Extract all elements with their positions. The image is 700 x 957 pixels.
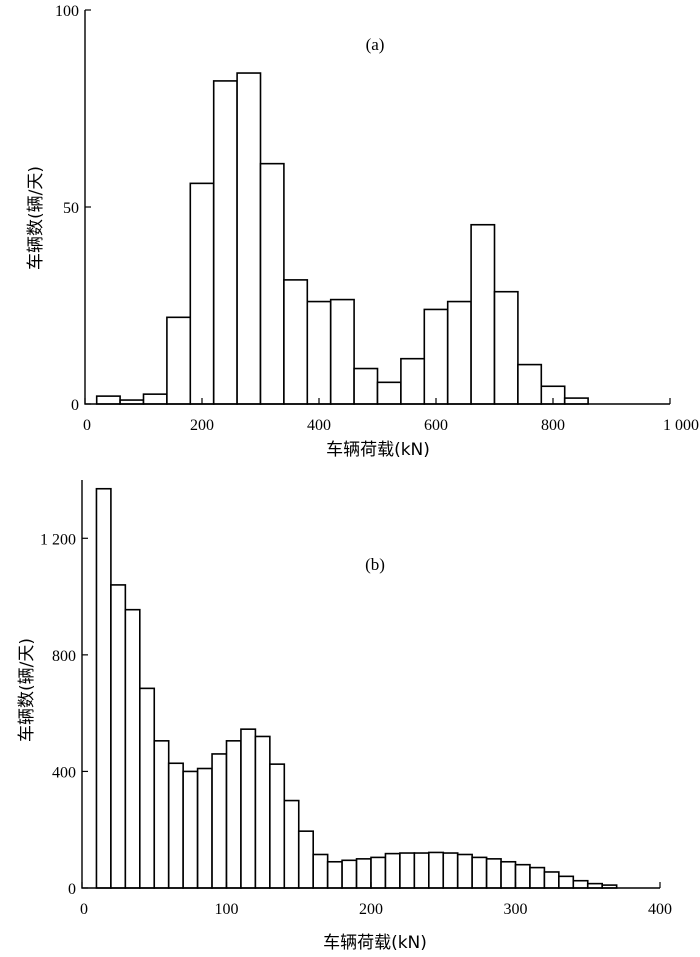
histogram-bar <box>211 753 228 889</box>
x-tick-label: 600 <box>424 417 448 434</box>
histogram-bar <box>95 487 112 889</box>
histogram-bar <box>269 763 286 889</box>
histogram-bar <box>212 80 238 405</box>
y-ticks-a: 0 50 100 <box>55 3 91 414</box>
histogram-bar <box>427 851 445 889</box>
histogram-bar <box>283 799 300 889</box>
x-tick-label: 0 <box>80 901 88 918</box>
x-ticks-a: 0 200 400 600 800 1 000 <box>83 398 699 434</box>
histogram-bar <box>110 584 127 889</box>
histogram-bar <box>196 767 213 889</box>
histogram-bar <box>297 830 314 889</box>
histogram-bar <box>572 879 589 889</box>
y-tick-label: 800 <box>52 648 76 665</box>
histogram-bar <box>376 381 402 405</box>
histogram-bar <box>370 856 387 889</box>
histogram-bar <box>456 853 473 889</box>
histogram-bar <box>142 393 168 405</box>
y-tick-label: 100 <box>55 3 79 20</box>
histogram-bar <box>384 852 401 889</box>
histogram-bar <box>167 762 184 889</box>
bars-b <box>95 487 618 889</box>
y-tick-label: 1 200 <box>40 531 76 548</box>
histogram-bar <box>341 859 358 889</box>
histogram-bar <box>306 300 332 405</box>
y-tick-label: 400 <box>52 764 76 781</box>
histogram-bar <box>189 182 215 405</box>
histogram-bar <box>558 875 575 889</box>
histogram-bar <box>400 357 426 405</box>
histogram-bar <box>312 853 329 889</box>
histogram-bar <box>563 397 589 405</box>
histogram-bar <box>355 858 372 889</box>
x-tick-label: 300 <box>504 901 528 918</box>
histogram-bar <box>442 852 459 889</box>
x-tick-label: 1 000 <box>663 417 699 434</box>
x-tick-label: 800 <box>541 417 565 434</box>
x-tick-label: 400 <box>307 417 331 434</box>
histogram-bar <box>353 367 379 405</box>
histogram-bar <box>413 852 430 889</box>
histogram-bar <box>283 279 309 405</box>
histogram-bar <box>139 687 156 889</box>
histogram-bar <box>529 866 546 889</box>
histogram-bar <box>446 300 472 405</box>
panel-label-b: (b) <box>365 555 385 574</box>
histogram-bar <box>329 298 355 405</box>
histogram-bar <box>259 162 285 405</box>
y-tick-label: 0 <box>71 397 79 414</box>
x-tick-label: 100 <box>215 901 239 918</box>
histogram-bar <box>153 740 170 889</box>
histogram-bar <box>182 770 199 889</box>
y-axis-title-a: 车辆数(辆/天) <box>26 166 46 270</box>
x-tick-label: 200 <box>190 417 214 434</box>
histogram-bar <box>493 290 519 405</box>
histogram-bar <box>470 223 496 405</box>
x-tick-label: 400 <box>648 901 672 918</box>
histogram-bar <box>225 740 242 889</box>
histogram-bar <box>326 860 343 889</box>
histogram-bar <box>124 608 141 889</box>
bars-a <box>95 72 589 405</box>
histogram-bar <box>514 863 531 889</box>
x-axis-title-b: 车辆荷载(kN) <box>323 933 427 953</box>
histogram-bar <box>236 72 262 405</box>
histogram-bar <box>95 395 121 405</box>
histogram-bar <box>485 858 502 889</box>
histogram-bar <box>517 363 543 405</box>
x-tick-label: 0 <box>83 417 91 434</box>
histogram-bar <box>423 308 449 405</box>
x-ticks-b: 0 100 200 300 400 <box>80 882 672 918</box>
histogram-bar <box>471 856 488 889</box>
histogram-bar <box>254 735 271 889</box>
histogram-bar <box>543 871 560 889</box>
panel-label-a: (a) <box>366 35 385 54</box>
y-tick-label: 0 <box>68 881 76 898</box>
x-axis-title-a: 车辆荷载(kN) <box>326 440 430 460</box>
histogram-bar <box>500 860 517 889</box>
y-axis-title-b: 车辆数(辆/天) <box>17 638 37 742</box>
y-ticks-b: 0 400 800 1 200 <box>40 531 88 898</box>
histogram-panel-a: 0 50 100 0 200 400 600 800 1 000 (a) 车辆荷载(kN) 车… <box>26 3 699 460</box>
histogram-bar <box>166 316 192 405</box>
histogram-bar <box>399 852 416 889</box>
y-tick-label: 50 <box>63 200 79 217</box>
histogram-bar <box>240 728 257 889</box>
x-tick-label: 200 <box>359 901 383 918</box>
